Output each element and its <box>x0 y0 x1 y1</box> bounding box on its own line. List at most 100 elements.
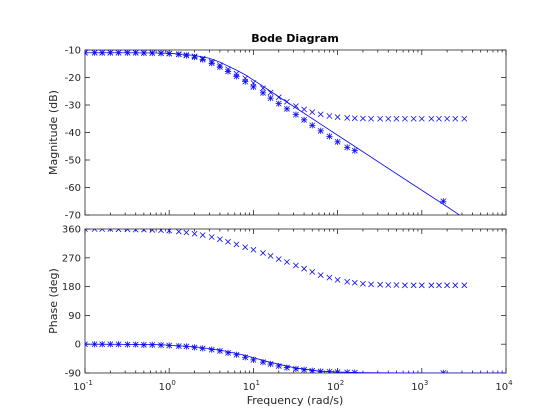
y-tick-label: -10 <box>65 46 81 57</box>
asterisk-marker <box>91 341 98 348</box>
cross-marker <box>444 115 451 122</box>
cross-marker <box>402 115 408 122</box>
cross-marker <box>418 282 425 289</box>
asterisk-marker <box>224 349 232 356</box>
y-axis-label: Phase (deg) <box>47 268 60 334</box>
cross-marker <box>225 66 231 73</box>
asterisk-marker <box>344 144 351 151</box>
cross-marker <box>149 50 156 56</box>
cross-marker <box>444 282 451 289</box>
cross-marker <box>402 282 408 289</box>
asterisk-marker <box>175 343 182 350</box>
cross-marker <box>140 50 147 56</box>
y-tick-label: -40 <box>65 128 81 139</box>
asterisk-marker <box>199 56 206 63</box>
cross-marker <box>393 282 400 288</box>
x-tick-label: 102 <box>327 379 344 393</box>
asterisk-marker <box>233 73 240 80</box>
asterisk-marker <box>208 346 215 353</box>
cross-marker <box>158 229 164 234</box>
cross-marker <box>191 53 198 60</box>
asterisk-marker <box>242 78 249 85</box>
cross-marker <box>334 276 341 283</box>
y-tick-label: 0 <box>75 340 81 351</box>
cross-marker <box>368 281 374 288</box>
cross-marker <box>217 236 223 243</box>
asterisk-marker <box>191 54 198 61</box>
cross-marker <box>418 115 425 122</box>
asterisk-marker <box>317 127 324 134</box>
cross-marker <box>107 50 114 56</box>
cross-marker <box>301 265 307 272</box>
y-tick-label: -70 <box>65 211 81 222</box>
cross-marker <box>410 115 417 122</box>
plot-frame <box>84 228 507 374</box>
chart-title: Bode Diagram <box>251 32 339 45</box>
cross-marker <box>85 229 88 232</box>
cross-marker <box>351 279 358 286</box>
y-tick-label: -60 <box>65 183 81 194</box>
asterisk-marker <box>107 341 114 348</box>
cross-marker <box>326 113 333 119</box>
frequency-tick-labels: 10-1 100 101 102 103 104 <box>73 379 513 393</box>
y-tick-label: -50 <box>65 156 81 167</box>
y-tick-label: 90 <box>68 311 81 322</box>
cross-marker <box>360 280 366 287</box>
x-tick-label: 10-1 <box>73 379 93 393</box>
asterisk-marker <box>283 105 291 112</box>
asterisk-marker <box>124 341 131 348</box>
cross-marker <box>260 85 266 92</box>
asterisk-marker <box>440 198 447 205</box>
series-line <box>85 343 506 373</box>
cross-marker <box>377 115 384 122</box>
cross-marker <box>293 103 299 109</box>
cross-marker <box>107 229 114 232</box>
cross-marker <box>317 111 324 118</box>
cross-marker <box>115 50 122 56</box>
x-tick-label: 103 <box>411 379 428 393</box>
cross-marker <box>250 80 257 86</box>
cross-marker <box>124 229 131 233</box>
asterisk-marker <box>317 368 324 373</box>
asterisk-marker <box>275 362 282 370</box>
asterisk-marker <box>292 365 300 372</box>
cross-marker <box>199 55 206 62</box>
cross-marker <box>267 252 274 259</box>
cross-marker <box>284 98 290 105</box>
cross-marker <box>428 282 435 289</box>
cross-marker <box>267 89 274 96</box>
asterisk-marker <box>199 345 206 352</box>
cross-marker <box>132 229 139 233</box>
phase-panel: -90 0 90 180 270 360 Phase (deg) <box>47 225 507 380</box>
cross-marker <box>233 241 240 248</box>
asterisk-marker <box>309 367 316 373</box>
cross-marker <box>317 272 324 278</box>
cross-marker <box>344 278 351 285</box>
asterisk-marker <box>267 95 274 102</box>
cross-marker <box>334 114 341 120</box>
asterisk-marker <box>259 89 267 97</box>
y-tick-label: -30 <box>65 101 81 112</box>
cross-marker <box>91 229 98 232</box>
y-tick-label: 270 <box>62 253 81 264</box>
asterisk-marker <box>157 342 165 349</box>
cross-marker <box>284 259 290 265</box>
asterisk-marker <box>283 364 291 371</box>
cross-marker <box>124 50 131 56</box>
cross-marker <box>344 115 351 121</box>
cross-marker <box>275 94 282 101</box>
asterisk-marker <box>334 368 341 373</box>
cross-marker <box>309 109 316 116</box>
asterisk-marker <box>191 344 198 351</box>
cross-marker <box>91 50 98 56</box>
asterisk-marker <box>233 351 240 358</box>
cross-marker <box>199 232 206 238</box>
cross-marker <box>385 282 392 288</box>
cross-marker <box>99 229 106 232</box>
cross-marker <box>393 115 400 122</box>
asterisk-marker <box>250 356 257 363</box>
cross-marker <box>275 256 282 262</box>
cross-marker <box>410 282 417 289</box>
y-tick-label: 360 <box>62 225 81 236</box>
